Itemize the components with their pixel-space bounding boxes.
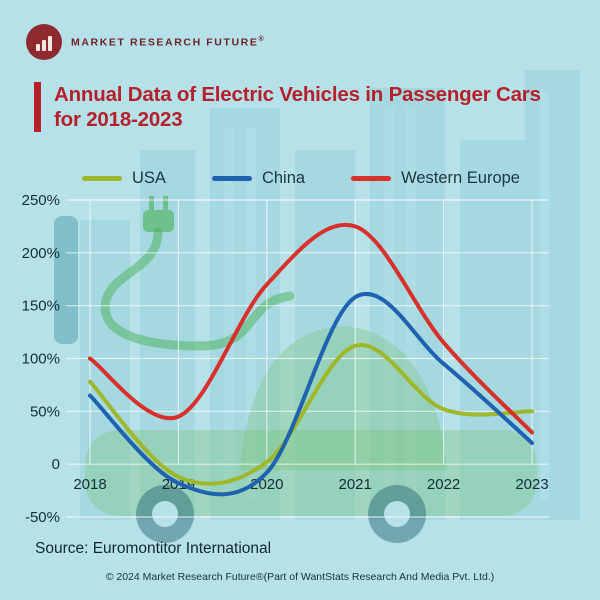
car-wheel-icon [368, 485, 426, 543]
y-tick-label: 100% [22, 351, 60, 368]
title-line-2: for 2018-2023 [54, 108, 183, 131]
series-line-western-europe [88, 222, 534, 435]
charging-station-decoration [54, 216, 78, 344]
series-line-usa [88, 343, 534, 486]
y-tick-label: 250% [22, 192, 60, 209]
page-title: Annual Data of Electric Vehicles in Pass… [54, 82, 541, 132]
chart-title-block: Annual Data of Electric Vehicles in Pass… [34, 82, 590, 132]
y-tick-label: 150% [22, 298, 60, 315]
title-accent-bar [34, 82, 41, 132]
chart-legend: USA China Western Europe [82, 169, 520, 188]
brand-name: MARKET RESEARCH FUTURE® [71, 35, 264, 49]
x-tick-label: 2023 [515, 476, 548, 493]
building-windows-decoration [224, 90, 549, 500]
title-line-1: Annual Data of Electric Vehicles in Pass… [54, 83, 541, 106]
brand-logo: MARKET RESEARCH FUTURE® [26, 24, 264, 60]
y-tick-label: 0 [52, 456, 60, 473]
city-skyline-decoration [80, 70, 580, 520]
x-tick-label: 2019 [162, 476, 195, 493]
x-tick-label: 2018 [73, 476, 106, 493]
gridlines [66, 199, 549, 518]
charging-plug-icon [143, 196, 174, 232]
x-tick-label: 2021 [339, 476, 372, 493]
legend-item-china: China [211, 169, 306, 188]
brand-logo-icon [26, 24, 62, 60]
legend-swatch-usa [82, 176, 122, 181]
car-wheel-icon [136, 485, 194, 543]
legend-swatch-china [211, 176, 252, 181]
series-line-china [88, 292, 534, 497]
legend-swatch-western-europe [351, 176, 392, 181]
x-axis-tick-labels: 2018 2019 2020 2021 2022 2023 [73, 476, 548, 493]
legend-item-usa: USA [82, 169, 166, 188]
y-tick-label: 200% [22, 245, 60, 262]
x-tick-label: 2020 [250, 476, 283, 493]
y-tick-label: -50% [25, 509, 60, 526]
y-tick-label: 50% [30, 403, 60, 420]
legend-label: USA [132, 169, 166, 187]
x-tick-label: 2022 [427, 476, 460, 493]
legend-label: China [261, 169, 306, 187]
legend-label: Western Europe [401, 169, 520, 187]
registered-mark: ® [258, 35, 264, 43]
legend-item-western-europe: Western Europe [351, 169, 520, 188]
source-text: Source: Euromontitor International [35, 540, 272, 557]
charging-cable-decoration [100, 227, 295, 351]
ev-car-decoration [85, 326, 537, 543]
copyright-text: © 2024 Market Research Future®(Part of W… [105, 571, 495, 583]
y-axis-tick-labels: 250% 200% 150% 100% 50% 0 -50% [22, 192, 60, 526]
